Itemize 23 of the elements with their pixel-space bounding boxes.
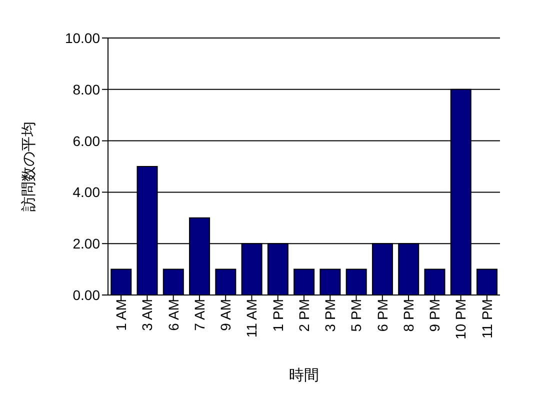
y-axis-title: 訪問数の平均 — [20, 122, 38, 212]
y-tick-label: 8.00 — [72, 81, 100, 98]
x-tick-label: 10 PM — [452, 299, 469, 340]
x-tick-label: 3 AM — [139, 299, 156, 331]
x-tick-label: 6 PM — [374, 299, 390, 332]
y-tick-label: 10.00 — [64, 30, 100, 46]
y-tick-label: 0.00 — [72, 286, 100, 303]
y-tick-label: 4.00 — [72, 184, 100, 200]
x-tick-label: 2 PM — [296, 299, 312, 332]
x-tick-label: 1 AM — [113, 299, 130, 331]
x-axis-title: 時間 — [289, 367, 319, 384]
x-tick-label: 1 PM — [270, 299, 286, 332]
y-tick-label: 2.00 — [72, 236, 100, 252]
x-tick-label: 3 PM — [322, 299, 338, 332]
x-tick-label: 9 PM — [426, 299, 443, 332]
x-tick-label: 8 PM — [400, 299, 416, 332]
x-tick-label: 9 AM — [218, 299, 234, 331]
x-tick-label: 6 AM — [165, 299, 182, 331]
y-tick-label: 6.00 — [72, 132, 100, 149]
x-tick-label: 11 PM — [478, 299, 495, 338]
x-tick-label: 5 PM — [348, 299, 364, 332]
x-tick-label: 7 AM — [191, 299, 208, 331]
x-tick-label: 11 AM — [244, 299, 260, 338]
